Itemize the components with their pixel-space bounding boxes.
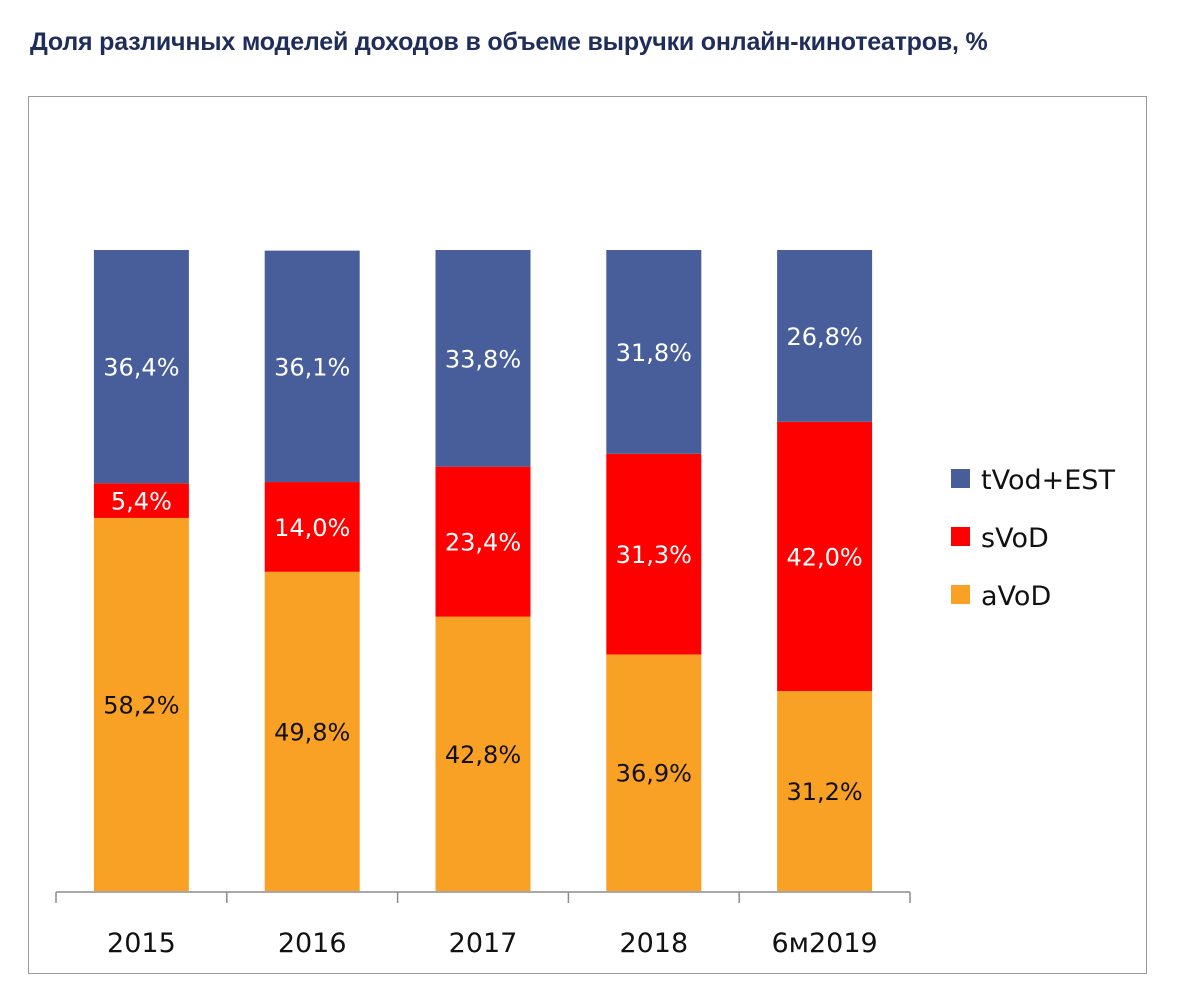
chart-title: Доля различных моделей доходов в объеме … [30, 28, 988, 56]
x-axis: 2015 2016 2017 2018 6м2019 [55, 891, 911, 959]
value-label: 58,2% [103, 691, 179, 719]
legend-label: sVoD [981, 523, 1049, 554]
legend-swatch-svod [951, 527, 970, 546]
x-tick-label: 2015 [107, 928, 176, 959]
legend-label: tVod+EST [981, 465, 1115, 496]
value-label: 5,4% [111, 488, 172, 516]
value-label: 36,1% [274, 353, 350, 381]
bar-segment-tvod-est-2017 [435, 250, 531, 467]
value-label: 31,2% [786, 778, 862, 806]
x-tick-label: 2018 [619, 928, 688, 959]
value-label: 49,8% [274, 718, 350, 746]
value-labels-group: 58,2% 5,4% 36,4% 49,8% 14,0% 36,1% 42,8% 23,4% 3… [103, 323, 862, 806]
bar-segment-avod-2015 [93, 517, 189, 891]
value-label: 36,4% [103, 354, 179, 382]
bar-segment-tvod-est-2016 [264, 250, 360, 483]
x-tick-label: 2016 [278, 928, 347, 959]
bars-group [93, 250, 873, 891]
legend-swatch-avod [951, 585, 970, 604]
bar-segment-avod-6м2019 [777, 691, 873, 891]
legend-label: aVoD [981, 581, 1051, 612]
bar-segment-tvod-est-2018 [606, 250, 702, 454]
value-label: 42,8% [445, 741, 521, 769]
value-label: 26,8% [786, 323, 862, 351]
bar-segment-tvod-est-6м2019 [777, 250, 873, 422]
value-label: 36,9% [616, 760, 692, 788]
x-tick-label: 6м2019 [771, 928, 877, 959]
bar-segment-avod-2017 [435, 616, 531, 891]
x-tick-label: 2017 [449, 928, 518, 959]
bar-segment-svod-2018 [606, 453, 702, 655]
bar-segment-avod-2018 [606, 654, 702, 891]
value-label: 23,4% [445, 529, 521, 557]
bar-segment-svod-6м2019 [777, 421, 873, 692]
value-label: 31,8% [616, 339, 692, 367]
value-label: 42,0% [786, 543, 862, 571]
value-label: 14,0% [274, 514, 350, 542]
bar-segment-svod-2016 [264, 482, 360, 572]
bar-segment-avod-2016 [264, 571, 360, 891]
value-label: 31,3% [616, 541, 692, 569]
bar-segment-svod-2015 [93, 483, 189, 518]
value-label: 33,8% [445, 345, 521, 373]
legend: tVod+EST sVoD aVoD [951, 465, 1115, 612]
bar-segment-tvod-est-2015 [93, 250, 189, 484]
bar-segment-svod-2017 [435, 466, 531, 617]
legend-swatch-tvod-est [951, 469, 970, 488]
